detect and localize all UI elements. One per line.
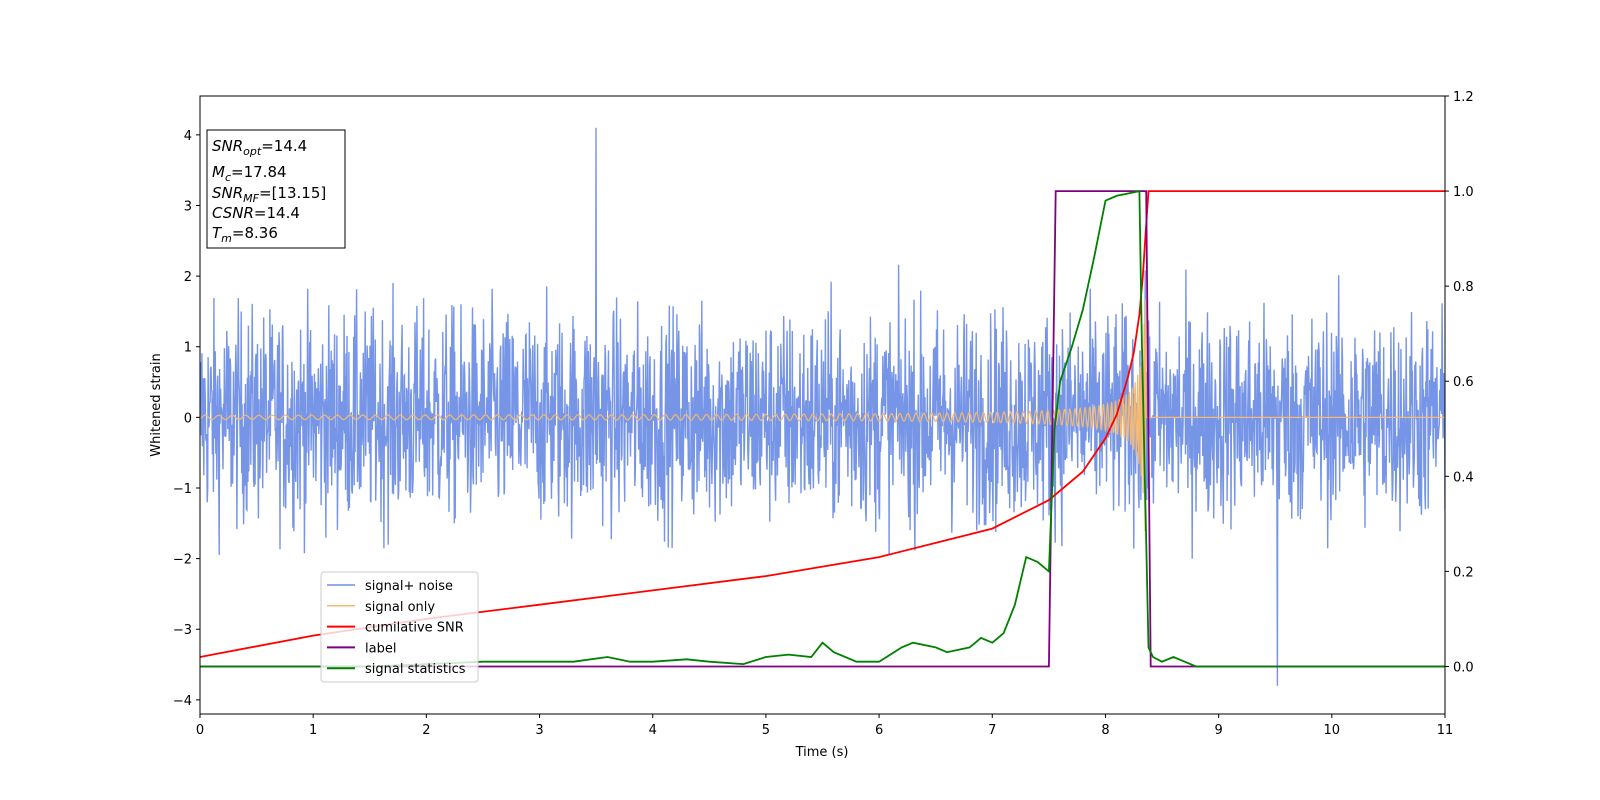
x-tick-label: 8 bbox=[1101, 723, 1109, 738]
plot-area bbox=[199, 95, 1446, 715]
x-tick-label: 11 bbox=[1437, 723, 1454, 738]
x-tick-label: 6 bbox=[875, 723, 883, 738]
y-right-tick-label: 0.8 bbox=[1453, 280, 1474, 295]
y-left-tick-label: −2 bbox=[173, 553, 192, 568]
y-left-tick-label: 3 bbox=[184, 199, 192, 214]
annotation-frame bbox=[206, 129, 346, 249]
x-tick-label: 5 bbox=[762, 723, 770, 738]
x-tick-label: 7 bbox=[988, 723, 996, 738]
annotation-line: CSNR=14.4 bbox=[212, 204, 300, 222]
x-tick-label: 1 bbox=[309, 723, 317, 738]
y-right-tick-label: 0.0 bbox=[1453, 660, 1474, 675]
y-left-tick-label: −4 bbox=[173, 694, 192, 709]
x-tick-label: 9 bbox=[1214, 723, 1222, 738]
annotation-line: Tm=8.36 bbox=[212, 224, 278, 245]
legend-signal-statistics-label: signal statistics bbox=[365, 662, 466, 677]
y-right-tick-label: 1.2 bbox=[1453, 90, 1474, 105]
y-left-tick-label: 2 bbox=[184, 270, 192, 285]
x-tick-label: 4 bbox=[649, 723, 657, 738]
legend-frame bbox=[320, 571, 479, 683]
plot-frame bbox=[199, 95, 1446, 715]
x-tick-label: 10 bbox=[1324, 723, 1341, 738]
x-axis-ticks: 0 1 2 3 4 5 6 7 8 9 10 11 bbox=[196, 714, 1453, 738]
y-axis-right-ticks: 0.0 0.2 0.4 0.6 0.8 1.0 1.2 bbox=[1445, 90, 1474, 675]
annotation-line: SNRMF=[13.15] bbox=[212, 184, 326, 205]
y-right-tick-label: 0.2 bbox=[1453, 565, 1474, 580]
legend-label-label: label bbox=[365, 641, 396, 656]
legend: signal+ noise signal only cumilative SNR la… bbox=[320, 571, 479, 683]
x-tick-label: 2 bbox=[422, 723, 430, 738]
y-right-tick-label: 0.4 bbox=[1453, 470, 1474, 485]
series-cumulative-snr-line bbox=[200, 190, 1445, 658]
series-signal-only-line bbox=[200, 299, 1445, 532]
legend-signal-noise-label: signal+ noise bbox=[365, 579, 453, 594]
y-left-tick-label: 4 bbox=[184, 129, 192, 144]
x-axis-label: Time (s) bbox=[795, 745, 849, 760]
x-tick-label: 3 bbox=[535, 723, 543, 738]
y-left-tick-label: −3 bbox=[173, 623, 192, 638]
annotation-box: SNRopt=14.4 Mc=17.84SNRMF=[13.15]CSNR=14.… bbox=[206, 129, 346, 249]
y-axis-left-ticks: −4 −3 −2 −1 0 1 2 3 4 bbox=[173, 129, 200, 709]
y-right-tick-label: 1.0 bbox=[1453, 185, 1474, 200]
y-left-tick-label: 0 bbox=[184, 411, 192, 426]
annotation-line: Mc=17.84 bbox=[212, 163, 287, 184]
series-layer bbox=[200, 127, 1445, 686]
y-right-tick-label: 0.6 bbox=[1453, 375, 1474, 390]
x-tick-label: 0 bbox=[196, 723, 204, 738]
series-signal-noise-line bbox=[200, 127, 1445, 686]
legend-signal-only-label: signal only bbox=[365, 600, 435, 615]
y-axis-label: Whitened strain bbox=[149, 353, 164, 456]
legend-cumulative-snr-label: cumilative SNR bbox=[365, 621, 464, 636]
series-signal-statistics-line bbox=[200, 189, 1445, 668]
y-left-tick-label: −1 bbox=[173, 482, 192, 497]
y-left-tick-label: 1 bbox=[184, 341, 192, 356]
annotation-line: SNRopt=14.4 bbox=[212, 137, 307, 158]
